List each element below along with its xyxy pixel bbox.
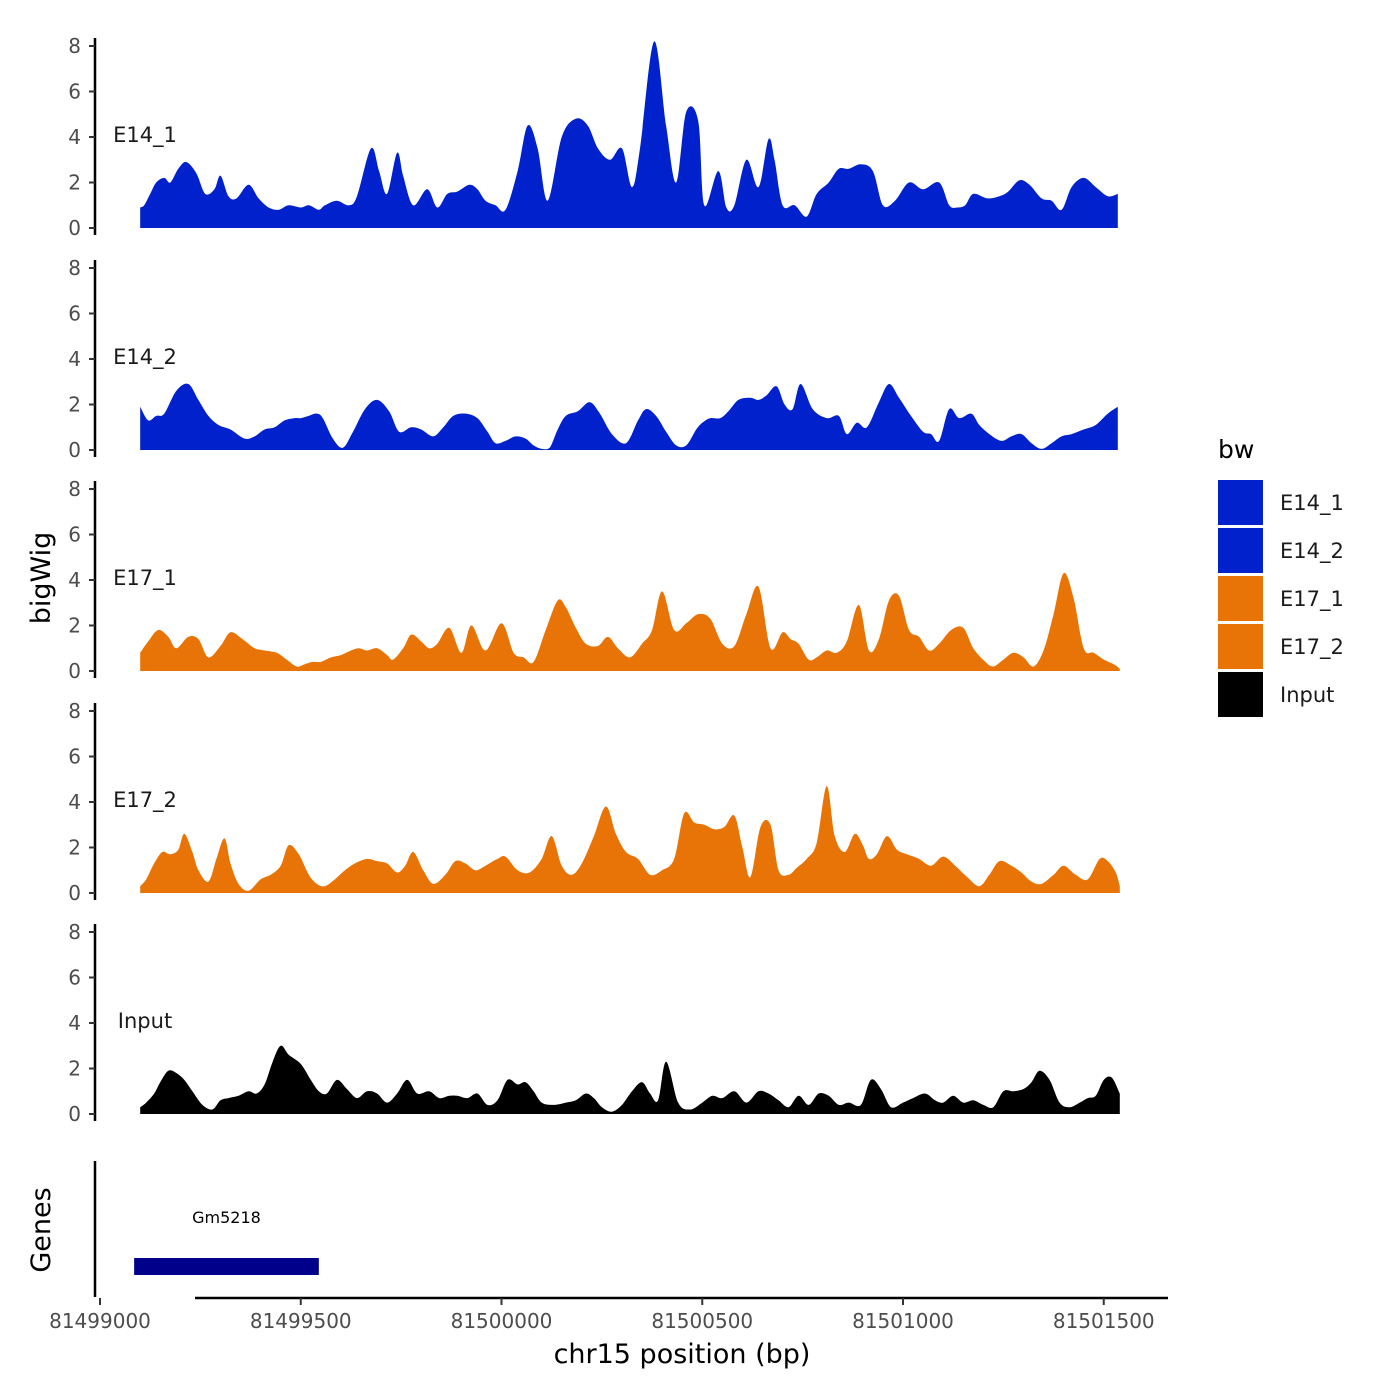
y-tick-label: 8 [68, 34, 81, 58]
y-tick-label: 0 [68, 216, 81, 240]
x-axis: 81499000 81499500 81500000 81500500 81501000… [49, 1296, 1168, 1333]
legend-title: bw [1218, 435, 1254, 464]
y-tick-label: 2 [68, 393, 81, 417]
legend-label: E17_2 [1280, 635, 1344, 660]
track-E14_1: 0 2 4 6 8 E14_1 [68, 34, 1118, 240]
track-area-E17_2 [140, 786, 1120, 893]
x-tick-label: 81499000 [49, 1309, 151, 1333]
y-tick-label: 6 [68, 523, 81, 547]
y-tick-label: 6 [68, 966, 81, 990]
genes-panel-title: Genes [26, 1187, 57, 1272]
y-axis-title: bigWig [26, 532, 57, 625]
x-tick-label: 81500000 [451, 1309, 553, 1333]
x-tick-label: 81500500 [651, 1309, 753, 1333]
y-tick-label: 8 [68, 699, 81, 723]
track-E14_2: 0 2 4 6 8 E14_2 [68, 256, 1118, 462]
legend-key-E14_2 [1218, 528, 1263, 573]
y-tick-label: 4 [68, 1011, 81, 1035]
tracks-layer: 0 2 4 6 8 E14_1 0 2 4 6 8 E14_2 0 2 4 6 8 E17_1 0 2 4 6 8 E17_2… [68, 34, 1120, 1126]
track-label: E14_1 [113, 123, 177, 148]
track-area-E17_1 [140, 572, 1120, 671]
y-tick-label: 8 [68, 920, 81, 944]
gene-feature-Gm5218 [134, 1258, 319, 1275]
legend-label: E14_2 [1280, 539, 1344, 564]
y-tick-label: 0 [68, 438, 81, 462]
y-tick-label: 0 [68, 1102, 81, 1126]
track-label: E17_1 [113, 566, 177, 591]
legend-label: E14_1 [1280, 491, 1344, 516]
y-tick-label: 4 [68, 347, 81, 371]
track-label: Input [118, 1009, 172, 1033]
legend-label: Input [1280, 683, 1334, 707]
y-tick-label: 2 [68, 171, 81, 195]
legend-key-E14_1 [1218, 480, 1263, 525]
x-tick-label: 81501000 [852, 1309, 954, 1333]
y-tick-label: 8 [68, 477, 81, 501]
track-E17_2: 0 2 4 6 8 E17_2 [68, 699, 1120, 905]
x-tick-label: 81501500 [1053, 1309, 1155, 1333]
legend: bw E14_1 E14_2 E17_1 E17_2 Input [1218, 435, 1344, 717]
track-Input: 0 2 4 6 8 Input [68, 920, 1120, 1126]
x-axis-title: chr15 position (bp) [554, 1339, 811, 1370]
track-label: E14_2 [113, 345, 177, 370]
y-tick-label: 6 [68, 745, 81, 769]
y-tick-label: 2 [68, 614, 81, 638]
y-tick-label: 4 [68, 568, 81, 592]
genes-panel: Gm5218 [93, 1161, 319, 1297]
y-tick-label: 0 [68, 881, 81, 905]
y-tick-label: 8 [68, 256, 81, 280]
track-area-Input [140, 1045, 1120, 1114]
track-area-E14_2 [140, 383, 1118, 450]
y-tick-label: 4 [68, 125, 81, 149]
y-tick-label: 2 [68, 1057, 81, 1081]
y-tick-label: 6 [68, 80, 81, 104]
legend-key-E17_1 [1218, 576, 1263, 621]
track-area-E14_1 [140, 41, 1118, 228]
y-tick-label: 6 [68, 302, 81, 326]
y-tick-label: 4 [68, 790, 81, 814]
y-tick-label: 2 [68, 836, 81, 860]
y-tick-label: 0 [68, 659, 81, 683]
track-label: E17_2 [113, 788, 177, 813]
legend-key-Input [1218, 672, 1263, 717]
legend-key-E17_2 [1218, 624, 1263, 669]
track-E17_1: 0 2 4 6 8 E17_1 [68, 477, 1120, 683]
legend-label: E17_1 [1280, 587, 1344, 612]
x-tick-label: 81499500 [250, 1309, 352, 1333]
gene-label: Gm5218 [192, 1208, 261, 1227]
